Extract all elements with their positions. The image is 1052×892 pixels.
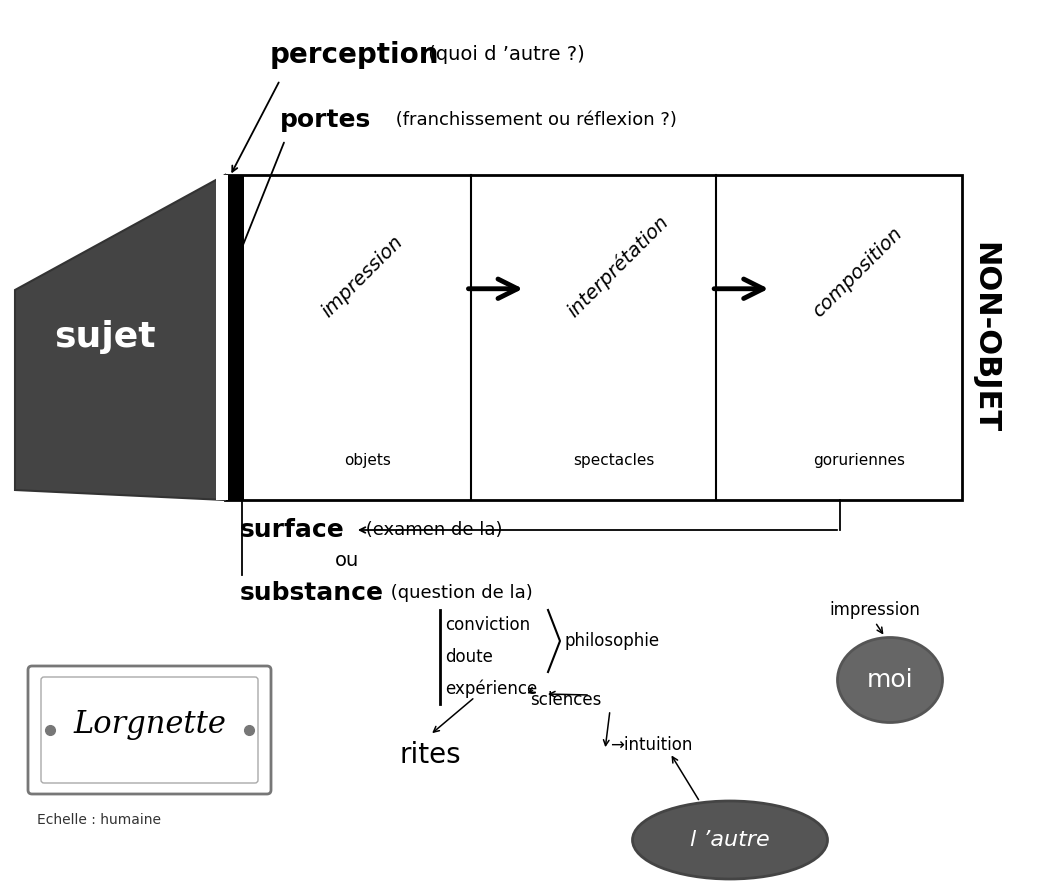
Ellipse shape xyxy=(837,638,943,723)
Text: Echelle : humaine: Echelle : humaine xyxy=(37,813,161,827)
Ellipse shape xyxy=(632,801,828,879)
FancyBboxPatch shape xyxy=(41,677,258,783)
Text: perception: perception xyxy=(270,41,440,69)
Text: sciences: sciences xyxy=(530,691,602,709)
Text: philosophie: philosophie xyxy=(564,632,660,650)
Text: doute: doute xyxy=(445,648,493,666)
Text: portes: portes xyxy=(280,108,371,132)
Text: →intuition: →intuition xyxy=(610,736,692,754)
Text: expérience: expérience xyxy=(445,680,538,698)
Text: impression: impression xyxy=(318,233,407,321)
Text: interprétation: interprétation xyxy=(564,212,673,321)
Text: rites: rites xyxy=(399,741,461,769)
Text: impression: impression xyxy=(830,601,920,619)
Text: (quoi d ’autre ?): (quoi d ’autre ?) xyxy=(422,45,585,64)
Bar xyxy=(216,175,228,500)
Text: ou: ou xyxy=(335,550,359,569)
Text: substance: substance xyxy=(240,581,384,605)
Text: surface: surface xyxy=(240,518,345,542)
Text: (franchissement ou réflexion ?): (franchissement ou réflexion ?) xyxy=(390,111,676,129)
Text: conviction: conviction xyxy=(445,616,530,634)
Text: (examen de la): (examen de la) xyxy=(360,521,503,539)
Text: moi: moi xyxy=(867,668,913,692)
Text: spectacles: spectacles xyxy=(572,452,654,467)
Bar xyxy=(225,175,962,500)
Text: goruriennes: goruriennes xyxy=(813,452,905,467)
Polygon shape xyxy=(15,175,225,500)
Text: l ’autre: l ’autre xyxy=(690,830,770,850)
Text: NON-OBJET: NON-OBJET xyxy=(971,242,999,433)
Text: sujet: sujet xyxy=(55,320,156,354)
Text: Lorgnette: Lorgnette xyxy=(73,709,226,740)
Bar xyxy=(228,175,244,500)
Text: composition: composition xyxy=(809,224,907,321)
Text: (question de la): (question de la) xyxy=(385,584,532,602)
FancyBboxPatch shape xyxy=(28,666,271,794)
Text: objets: objets xyxy=(344,452,391,467)
